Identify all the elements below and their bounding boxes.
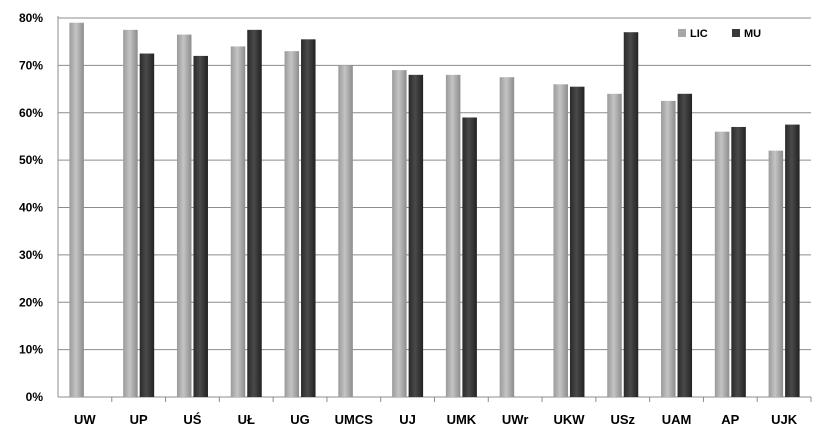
x-tick-label: UMCS [335,412,374,427]
bar-mu [301,39,316,397]
bar-mu [139,53,155,397]
x-tick-label: UAM [662,412,692,427]
bar-mu [462,117,477,398]
x-tick-label: USz [610,412,635,427]
bar-lic [714,131,730,397]
bar-mu [569,86,585,397]
x-tick-label: AP [721,412,739,427]
x-tick-label: UJK [771,412,798,427]
bar-mu [677,93,693,398]
bar-lic [768,150,784,397]
y-tick-label: 40% [19,201,43,215]
bar-lic [553,84,568,397]
bar-lic [123,29,138,397]
bar-lic [392,70,407,398]
bar-lic [176,34,192,398]
bar-mu [193,55,208,398]
y-tick-label: 60% [19,106,43,120]
x-tick-label: UJ [399,412,416,427]
x-tick-labels: UW UP UŚ UŁ UG UMCS UJ UMK UWr UKW USz UAM AP UJK [74,412,798,427]
x-tick-label: UWr [502,412,528,427]
x-tick-label: UKW [553,412,585,427]
legend: LIC MU [678,28,761,40]
y-tick-label: 70% [19,58,43,72]
x-tick-label: UŁ [238,412,255,427]
y-tick-label: 50% [19,153,43,167]
y-tick-label: 0% [26,390,44,404]
legend-label-mu: MU [744,28,761,40]
bar-mu [731,126,746,398]
legend-swatch-mu [732,29,740,37]
x-tick-label: UŚ [183,412,201,427]
bar-lic [230,46,246,398]
bars [69,22,800,398]
legend-label-lic: LIC [690,28,708,40]
legend-swatch-lic [678,29,686,37]
bar-lic [284,51,300,397]
bar-lic [445,74,461,397]
bar-mu [785,124,800,397]
gridlines [58,17,811,351]
x-tick-label: UMK [447,412,477,427]
x-tick-label: UP [130,412,148,427]
x-tick-label: UG [290,412,310,427]
y-tick-label: 20% [19,295,43,309]
bar-mu [623,32,639,398]
bar-lic [499,77,515,397]
y-tick-label: 10% [19,343,43,357]
bar-mu [247,29,262,397]
y-tick-label: 80% [19,11,43,25]
y-tick-label: 30% [19,248,43,262]
axes [57,16,812,402]
x-tick-label: UW [74,412,96,427]
bar-lic [69,22,84,398]
bar-lic [607,93,622,398]
bar-lic [661,100,676,397]
bar-mu [408,74,424,397]
bar-lic [338,65,353,397]
y-tick-labels: 0% 10% 20% 30% 40% 50% 60% 70% 80% [19,11,43,404]
